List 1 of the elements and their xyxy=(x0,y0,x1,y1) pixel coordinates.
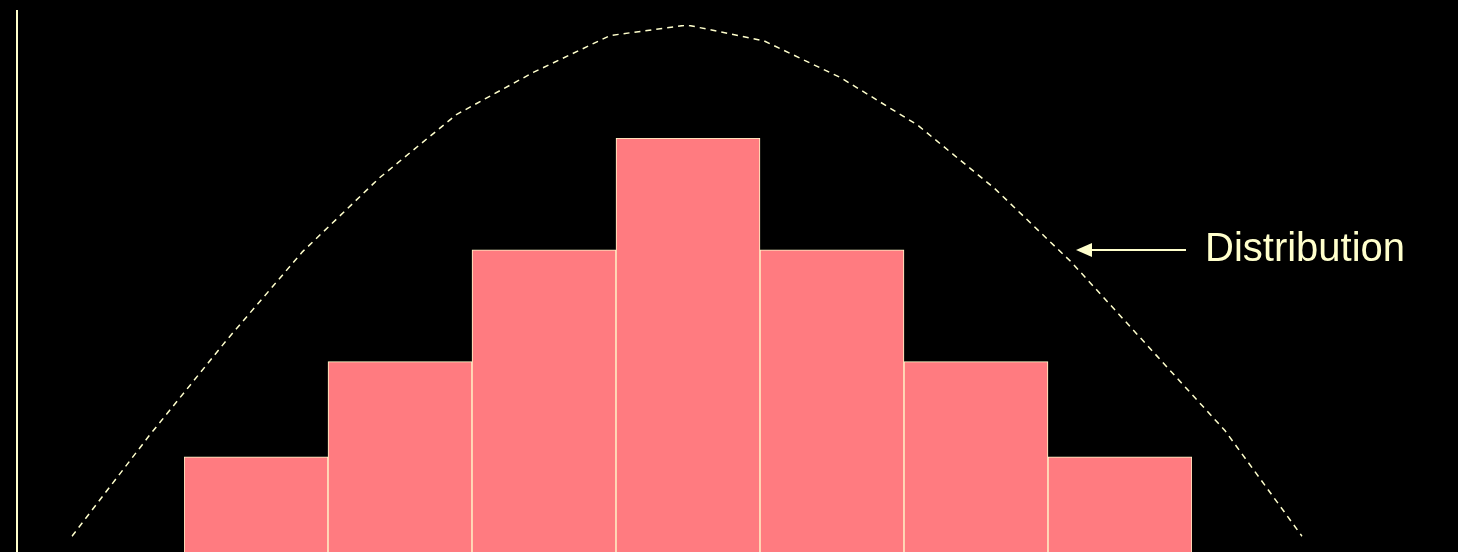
annotation: Distribution xyxy=(1205,225,1406,270)
